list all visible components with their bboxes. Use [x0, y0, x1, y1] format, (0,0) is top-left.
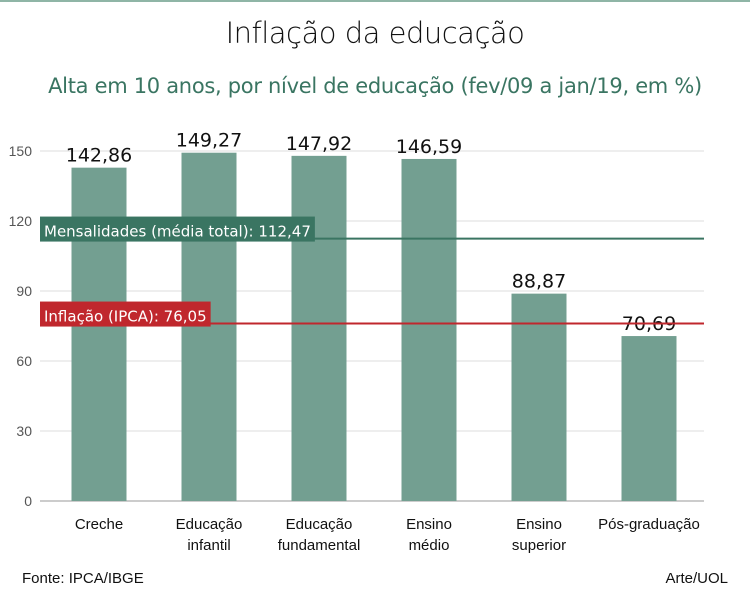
value-label: 88,87 — [512, 271, 566, 293]
y-tick-label: 0 — [24, 493, 32, 509]
reference-line-label-background — [40, 216, 315, 242]
chart-title: Inflação da educação — [225, 16, 525, 50]
chart-subtitle: Alta em 10 anos, por nível de educação (… — [48, 74, 702, 98]
x-tick-label: fundamental — [278, 537, 361, 554]
x-tick-label: Creche — [75, 516, 123, 533]
reference-line-label: Mensalidades (média total): 112,47 — [44, 223, 311, 241]
y-tick-label: 150 — [9, 143, 33, 159]
x-tick-label: Ensino — [516, 516, 562, 533]
reference-line-label: Inflação (IPCA): 76,05 — [44, 308, 207, 326]
y-tick-label: 90 — [16, 283, 32, 299]
y-tick-label: 120 — [9, 213, 33, 229]
value-label: 149,27 — [176, 130, 242, 152]
x-tick-label: Pós-graduação — [598, 516, 700, 533]
source-note: Fonte: IPCA/IBGE — [22, 570, 144, 587]
y-tick-label: 30 — [16, 423, 32, 439]
credit-note: Arte/UOL — [665, 570, 728, 587]
value-label: 142,86 — [66, 145, 132, 167]
bar — [511, 293, 567, 501]
x-tick-label: Educação — [176, 516, 243, 533]
value-label: 146,59 — [396, 136, 462, 158]
value-label: 147,92 — [286, 133, 352, 155]
x-tick-label: Educação — [286, 516, 353, 533]
reference-line-label-background — [40, 301, 211, 327]
bar — [401, 158, 457, 501]
x-tick-label: Ensino — [406, 516, 452, 533]
x-tick-label: infantil — [187, 537, 230, 554]
y-tick-label: 60 — [16, 353, 32, 369]
bar — [621, 336, 677, 501]
bar — [181, 152, 237, 501]
x-tick-label: superior — [512, 537, 566, 554]
x-tick-label: médio — [409, 537, 450, 554]
bar — [291, 155, 347, 501]
